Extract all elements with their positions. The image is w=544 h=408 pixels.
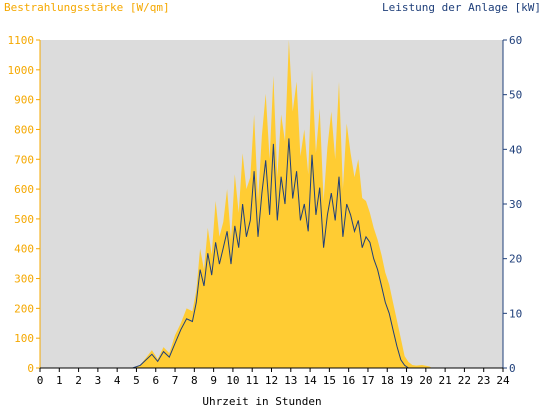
x-tick-label: 10 bbox=[226, 374, 239, 387]
x-tick-label: 16 bbox=[342, 374, 355, 387]
x-tick-label: 17 bbox=[361, 374, 374, 387]
irradiance-area bbox=[40, 40, 503, 368]
x-tick-label: 2 bbox=[75, 374, 82, 387]
x-tick-label: 12 bbox=[265, 374, 278, 387]
right-tick-label: 0 bbox=[509, 362, 516, 375]
right-tick-label: 40 bbox=[509, 143, 522, 156]
x-tick-label: 19 bbox=[400, 374, 413, 387]
x-tick-label: 15 bbox=[323, 374, 336, 387]
x-tick-label: 21 bbox=[439, 374, 452, 387]
left-tick-label: 500 bbox=[14, 213, 34, 226]
x-tick-label: 8 bbox=[191, 374, 198, 387]
left-tick-label: 400 bbox=[14, 243, 34, 256]
x-tick-label: 13 bbox=[284, 374, 297, 387]
left-tick-label: 100 bbox=[14, 332, 34, 345]
x-tick-label: 24 bbox=[496, 374, 510, 387]
x-tick-label: 3 bbox=[95, 374, 102, 387]
x-axis-ticks: 0 1 2 3 4 5 6 7 8 9 10 11 12 13 14 15 16 17 18 19 20 21 22 23 24 bbox=[37, 368, 510, 387]
left-tick-label: 0 bbox=[27, 362, 34, 375]
left-tick-label: 300 bbox=[14, 273, 34, 286]
right-axis-title: Leistung der Anlage [kW] bbox=[382, 1, 541, 14]
x-tick-label: 0 bbox=[37, 374, 44, 387]
left-tick-label: 800 bbox=[14, 123, 34, 136]
x-tick-label: 4 bbox=[114, 374, 121, 387]
x-tick-label: 9 bbox=[210, 374, 217, 387]
left-tick-label: 1100 bbox=[8, 34, 35, 47]
x-tick-label: 11 bbox=[246, 374, 259, 387]
left-tick-label: 900 bbox=[14, 94, 34, 107]
left-tick-label: 1000 bbox=[8, 64, 35, 77]
irradiance-area-layer bbox=[40, 40, 503, 368]
right-tick-label: 60 bbox=[509, 34, 522, 47]
left-tick-label: 700 bbox=[14, 153, 34, 166]
left-axis-title: Bestrahlungsstärke [W/qm] bbox=[4, 1, 170, 14]
x-tick-label: 5 bbox=[133, 374, 140, 387]
right-axis-ticks: 0 10 20 30 40 50 60 bbox=[503, 34, 522, 375]
x-axis-title: Uhrzeit in Stunden bbox=[202, 395, 321, 408]
x-tick-label: 22 bbox=[458, 374, 471, 387]
power-line-layer bbox=[40, 138, 503, 369]
x-tick-label: 1 bbox=[56, 374, 63, 387]
left-tick-label: 200 bbox=[14, 302, 34, 315]
right-tick-label: 20 bbox=[509, 253, 522, 266]
right-tick-label: 10 bbox=[509, 307, 522, 320]
left-tick-label: 600 bbox=[14, 183, 34, 196]
x-tick-label: 23 bbox=[477, 374, 490, 387]
x-tick-label: 7 bbox=[172, 374, 179, 387]
x-tick-label: 14 bbox=[303, 374, 317, 387]
power-line bbox=[40, 138, 503, 369]
right-tick-label: 30 bbox=[509, 198, 522, 211]
x-tick-label: 20 bbox=[419, 374, 432, 387]
x-tick-label: 6 bbox=[152, 374, 159, 387]
left-axis-ticks: 0 100 200 300 400 500 600 700 800 900 1000 1100 bbox=[8, 34, 40, 375]
right-tick-label: 50 bbox=[509, 89, 522, 102]
x-tick-label: 18 bbox=[381, 374, 394, 387]
